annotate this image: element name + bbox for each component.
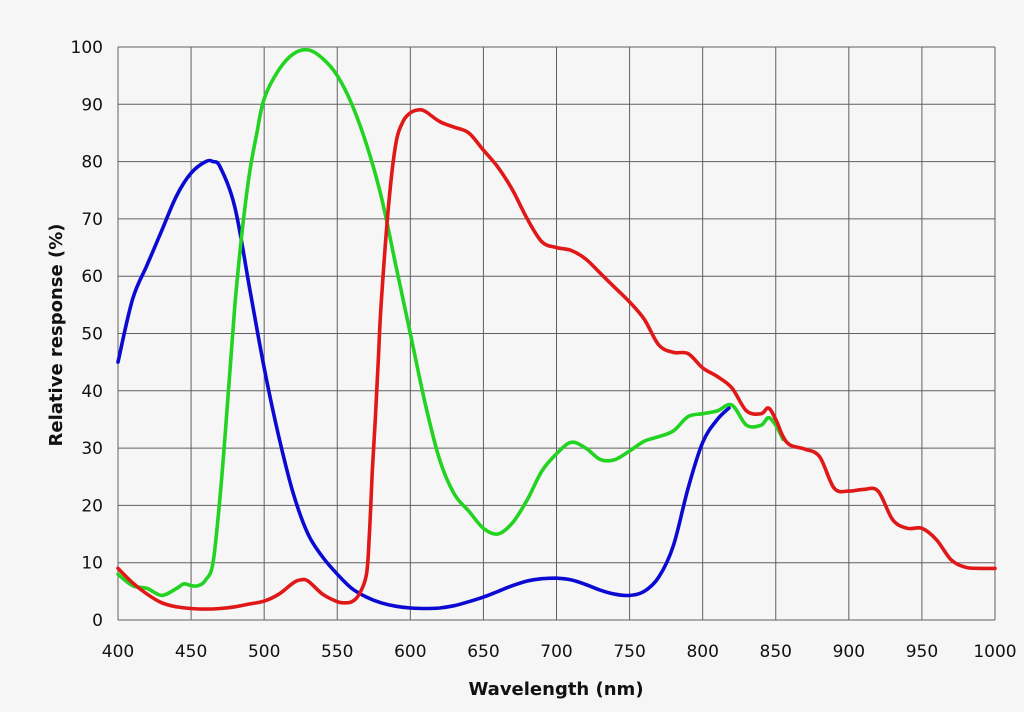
series-line-2 [116, 47, 785, 598]
x-tick-label: 700 [540, 642, 572, 662]
x-tick-label: 550 [321, 642, 353, 662]
x-tick-label: 950 [906, 642, 938, 662]
y-tick-label: 60 [81, 267, 103, 287]
y-tick-label: 10 [81, 554, 103, 574]
x-tick-label: 600 [394, 642, 426, 662]
x-tick-label: 800 [686, 642, 718, 662]
x-tick-label: 400 [102, 642, 134, 662]
series-line-1 [116, 158, 731, 611]
y-tick-label: 20 [81, 496, 103, 516]
y-tick-label: 0 [92, 611, 103, 631]
y-tick-labels: 0 10 20 30 40 50 60 70 80 90 100 [71, 38, 103, 631]
y-axis-title: Relative response (%) [46, 224, 67, 447]
y-tick-label: 30 [81, 439, 103, 459]
grid-lines [117, 46, 996, 621]
y-tick-label: 90 [81, 95, 103, 115]
x-tick-label: 450 [175, 642, 207, 662]
x-tick-label: 650 [467, 642, 499, 662]
y-tick-label: 70 [81, 210, 103, 230]
y-tick-label: 40 [81, 382, 103, 402]
series-line-3 [116, 107, 997, 611]
x-tick-label: 900 [833, 642, 865, 662]
x-tick-label: 750 [613, 642, 645, 662]
x-axis-title: Wavelength (nm) [468, 679, 643, 700]
series-lines [116, 47, 997, 611]
x-tick-label: 1000 [973, 642, 1016, 662]
y-tick-label: 80 [81, 153, 103, 173]
x-tick-label: 500 [248, 642, 280, 662]
x-tick-label: 850 [760, 642, 792, 662]
y-tick-label: 50 [81, 325, 103, 345]
y-tick-label: 100 [71, 38, 103, 58]
x-tick-labels: 400 450 500 550 600 650 700 750 800 850 900 950 1000 [102, 642, 1017, 662]
